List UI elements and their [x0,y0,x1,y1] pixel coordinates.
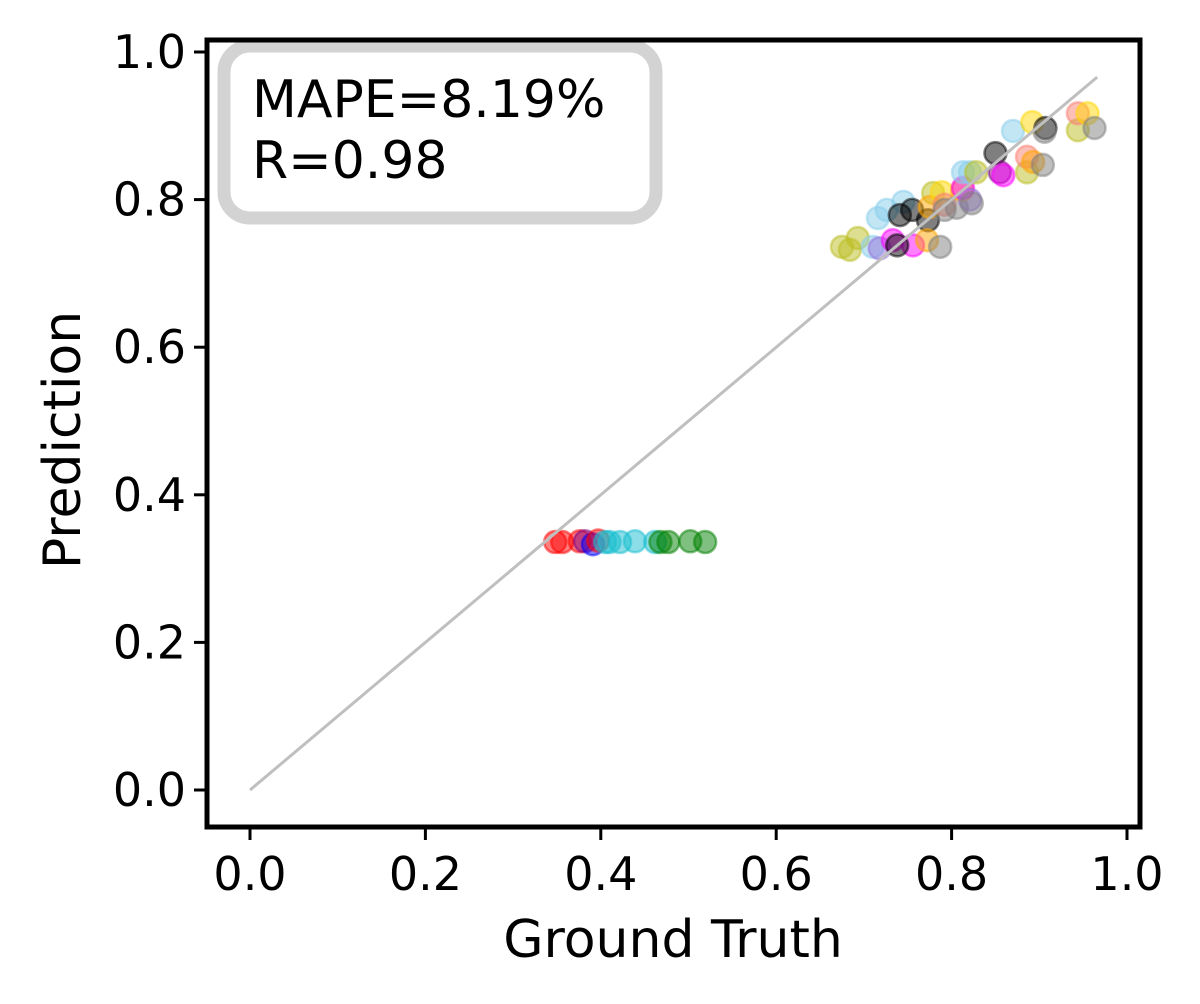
x-tick-label: 0.4 [564,847,637,901]
data-point [927,234,953,260]
annotation-border [217,39,663,225]
x-tick-label: 1.0 [1090,847,1163,901]
data-point [1082,115,1107,141]
y-tick-label: 0.0 [113,763,186,817]
data-point [1032,119,1057,144]
x-tick-label: 0.2 [389,847,462,901]
y-axis: 0.0 0.2 0.4 0.6 0.8 1.0 [113,25,207,817]
data-point [991,162,1016,188]
data-point [692,529,718,555]
data-point [963,160,989,185]
annotation-r: R=0.98 [252,131,447,191]
identity-reference-line [249,75,1099,792]
y-tick-label: 1.0 [113,25,186,79]
y-tick-label: 0.2 [113,615,186,669]
x-axis-label: Ground Truth [503,910,843,970]
y-axis-label: Prediction [33,311,93,569]
annotation-mape: MAPE=8.19% [252,70,605,130]
data-point [622,529,648,554]
y-tick-label: 0.6 [113,320,186,374]
metrics-annotation-box: MAPE=8.19% R=0.98 [217,39,663,225]
x-tick-label: 0.8 [915,847,988,901]
data-point [656,529,681,555]
y-tick-label: 0.4 [113,468,186,522]
plot-frame [204,37,1143,830]
x-tick-label: 0.6 [740,847,813,901]
x-tick-label: 0.0 [213,847,286,901]
y-tick-label: 0.8 [113,173,186,227]
data-point [959,191,985,216]
data-point [1030,152,1056,178]
x-axis: 0.0 0.2 0.4 0.6 0.8 1.0 [213,827,1164,901]
